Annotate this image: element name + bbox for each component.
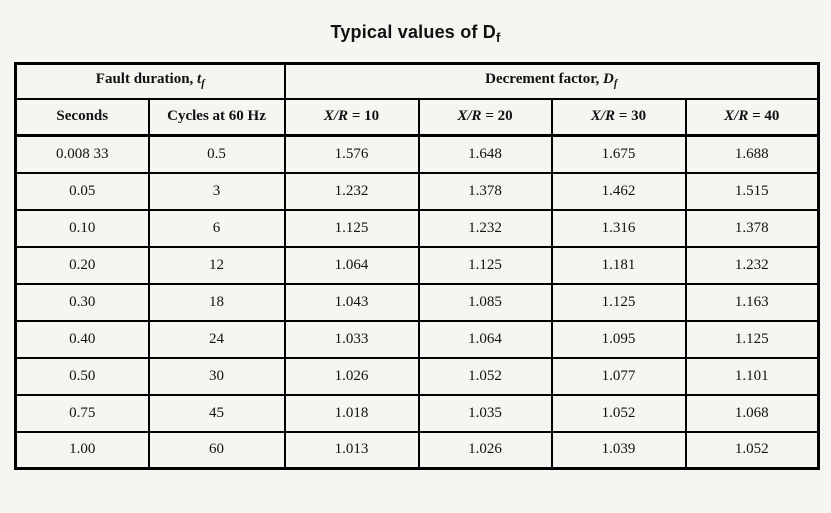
column-header-xr-40: X/R = 40: [684, 97, 820, 137]
table-cell: 30: [147, 356, 286, 396]
decrement-factor-table: Fault duration, tf Decrement factor, Df …: [14, 62, 821, 470]
table-cell: 1.576: [283, 134, 420, 174]
table-cell: 1.232: [417, 208, 553, 248]
table-cell: 45: [147, 393, 286, 433]
table-cell: 0.40: [14, 319, 150, 359]
text-segment: Cycles at 60 Hz: [167, 108, 266, 125]
table-cell: 1.688: [684, 134, 820, 174]
table-cell: 0.75: [14, 393, 150, 433]
table-cell: 6: [147, 208, 286, 248]
table-row: 0.40 24 1.033 1.064 1.095 1.125: [14, 319, 820, 359]
table-cell: 60: [147, 430, 286, 470]
column-header-row: Seconds Cycles at 60 Hz X/R = 10 X/R = 20 X/…: [14, 97, 820, 137]
text-segment: X/R: [323, 108, 349, 125]
table-cell: 1.125: [684, 319, 820, 359]
table-row: 0.20 12 1.064 1.125 1.181 1.232: [14, 245, 820, 285]
table-cell: 1.515: [684, 171, 820, 211]
table-row: 1.00 60 1.013 1.026 1.039 1.052: [14, 430, 820, 470]
text-segment: = 30: [615, 108, 647, 125]
table-cell: 1.085: [417, 282, 553, 322]
group-header-decrement-factor: Decrement factor, Df: [283, 62, 820, 100]
table-cell: 0.50: [14, 356, 150, 396]
table-row: 0.008 33 0.5 1.576 1.648 1.675 1.688: [14, 134, 820, 174]
table-cell: 1.052: [417, 356, 553, 396]
table-cell: 1.068: [684, 393, 820, 433]
text-segment: = 40: [748, 108, 780, 125]
column-header-xr-10: X/R = 10: [283, 97, 420, 137]
column-header-cycles-at-60hz: Cycles at 60 Hz: [147, 97, 286, 137]
text-segment: Seconds: [56, 108, 109, 125]
page-title: Typical values of Df: [0, 22, 831, 45]
table-cell: 1.232: [283, 171, 420, 211]
table-cell: 1.026: [283, 356, 420, 396]
text-segment: X/R: [457, 108, 482, 125]
table-row: 0.05 3 1.232 1.378 1.462 1.515: [14, 171, 820, 211]
text-segment: X/R: [590, 108, 616, 125]
table-cell: 1.232: [684, 245, 820, 285]
table-cell: 1.052: [550, 393, 687, 433]
text-segment: = 20: [481, 108, 513, 125]
text-segment: f: [613, 78, 618, 90]
column-header-xr-20: X/R = 20: [417, 97, 553, 137]
text-segment: Fault duration,: [95, 71, 198, 88]
table-cell: 1.095: [550, 319, 687, 359]
table-cell: 1.064: [283, 245, 420, 285]
table-cell: 0.008 33: [14, 134, 150, 174]
column-header-seconds: Seconds: [14, 97, 150, 137]
group-header-row: Fault duration, tf Decrement factor, Df: [14, 62, 820, 100]
table-cell: 1.018: [283, 393, 420, 433]
table-cell: 1.052: [684, 430, 820, 470]
table-cell: 1.462: [550, 171, 687, 211]
text-segment: Decrement factor,: [485, 71, 604, 88]
table-cell: 1.316: [550, 208, 687, 248]
text-segment: f: [496, 29, 501, 45]
table-cell: 1.035: [417, 393, 553, 433]
table-body: 0.008 33 0.5 1.576 1.648 1.675 1.688 0.05 3 1.23…: [14, 134, 820, 470]
table-cell: 12: [147, 245, 286, 285]
table-cell: 1.378: [684, 208, 820, 248]
text-segment: Typical values of D: [330, 22, 496, 42]
table-cell: 1.648: [417, 134, 553, 174]
text-segment: = 10: [348, 108, 380, 125]
table-cell: 1.125: [417, 245, 553, 285]
table-cell: 0.05: [14, 171, 150, 211]
table-cell: 1.378: [417, 171, 553, 211]
table-cell: 24: [147, 319, 286, 359]
table-cell: 1.125: [283, 208, 420, 248]
table-cell: 1.00: [14, 430, 150, 470]
table-cell: 1.125: [550, 282, 687, 322]
table-cell: 0.30: [14, 282, 150, 322]
table-cell: 1.181: [550, 245, 687, 285]
table-cell: 0.5: [147, 134, 286, 174]
table-row: 0.75 45 1.018 1.035 1.052 1.068: [14, 393, 820, 433]
table-cell: 1.013: [283, 430, 420, 470]
table-cell: 1.077: [550, 356, 687, 396]
table-row: 0.30 18 1.043 1.085 1.125 1.163: [14, 282, 820, 322]
table-cell: 1.033: [283, 319, 420, 359]
table-row: 0.50 30 1.026 1.052 1.077 1.101: [14, 356, 820, 396]
table-cell: 1.043: [283, 282, 420, 322]
table-cell: 1.026: [417, 430, 553, 470]
table-cell: 0.10: [14, 208, 150, 248]
text-segment: f: [201, 78, 205, 90]
table-cell: 1.675: [550, 134, 687, 174]
text-segment: D: [603, 71, 614, 88]
table-row: 0.10 6 1.125 1.232 1.316 1.378: [14, 208, 820, 248]
table-cell: 1.064: [417, 319, 553, 359]
table-cell: 18: [147, 282, 286, 322]
table-cell: 1.163: [684, 282, 820, 322]
text-segment: t: [197, 71, 202, 88]
column-header-xr-30: X/R = 30: [550, 97, 687, 137]
table-cell: 0.20: [14, 245, 150, 285]
table-cell: 1.039: [550, 430, 687, 470]
table-cell: 3: [147, 171, 286, 211]
table-cell: 1.101: [684, 356, 820, 396]
text-segment: X/R: [724, 108, 749, 125]
group-header-fault-duration: Fault duration, tf: [14, 62, 286, 100]
